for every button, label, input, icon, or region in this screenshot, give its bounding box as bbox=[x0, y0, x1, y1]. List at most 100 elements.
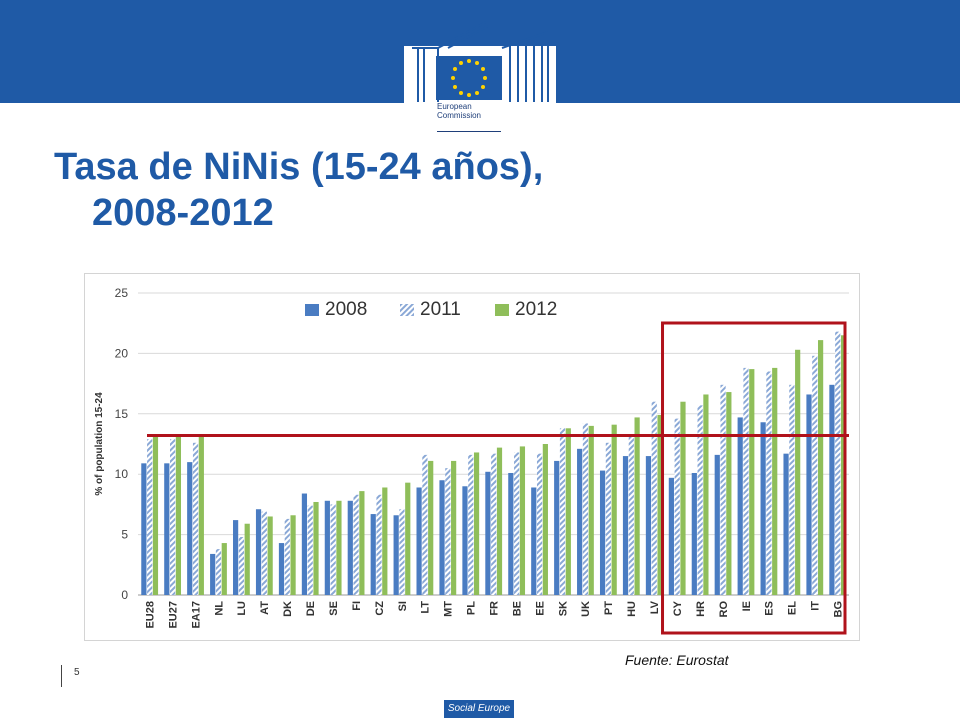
x-tick-label: PT bbox=[603, 601, 615, 615]
x-tick-label: MT bbox=[443, 601, 455, 617]
source-note: Fuente: Eurostat bbox=[625, 652, 729, 668]
bar-2008-ES bbox=[760, 422, 766, 595]
bar-2011-DE bbox=[307, 505, 313, 595]
bar-2012-PT bbox=[611, 424, 617, 595]
bar-2012-FI bbox=[359, 491, 365, 595]
bar-2012-LV bbox=[657, 415, 663, 595]
bar-2011-LT bbox=[422, 454, 428, 595]
bar-2011-AT bbox=[261, 511, 267, 595]
social-europe-badge: Social Europe bbox=[444, 700, 514, 718]
x-tick-label: LV bbox=[649, 600, 661, 614]
x-tick-label: SE bbox=[328, 601, 340, 616]
bar-2012-UK bbox=[588, 425, 594, 595]
y-axis-label: % of population 15-24 bbox=[94, 392, 105, 496]
x-tick-label: DE bbox=[305, 601, 317, 616]
bar-2008-DK bbox=[278, 543, 285, 595]
bar-2008-EL bbox=[783, 453, 789, 595]
bar-2012-DK bbox=[290, 515, 296, 595]
logo-underline bbox=[437, 131, 501, 132]
bar-2011-CZ bbox=[376, 494, 382, 595]
bar-2011-BE bbox=[514, 452, 520, 595]
bar-2008-LU bbox=[233, 520, 239, 595]
bar-2008-BE bbox=[508, 472, 514, 595]
x-tick-label: CY bbox=[672, 600, 684, 616]
page-title-line2: 2008-2012 bbox=[92, 192, 274, 234]
bar-2008-PT bbox=[599, 470, 606, 595]
bar-2008-EU28 bbox=[141, 463, 147, 595]
bar-2011-SE bbox=[330, 504, 336, 595]
x-tick-label: LU bbox=[236, 601, 248, 616]
bar-2011-IT bbox=[812, 355, 818, 595]
bar-2008-IE bbox=[737, 417, 743, 595]
legend-label-2012: 2012 bbox=[515, 299, 557, 320]
page-title: Tasa de NiNis (15-24 años), 2008-2012 bbox=[54, 144, 814, 236]
legend-swatch-2012 bbox=[495, 304, 509, 316]
x-tick-label: HU bbox=[626, 601, 638, 617]
bar-2011-SI bbox=[399, 509, 405, 595]
bar-2008-FI bbox=[347, 500, 353, 595]
bar-2008-EU27 bbox=[164, 463, 170, 595]
bar-2008-NL bbox=[210, 553, 216, 595]
bar-2011-EU27 bbox=[170, 439, 176, 595]
bar-2011-HR bbox=[697, 405, 703, 595]
x-tick-label: RO bbox=[718, 601, 730, 618]
x-tick-label: PL bbox=[466, 601, 478, 615]
bar-2011-PT bbox=[605, 442, 611, 595]
bar-2011-PL bbox=[468, 454, 474, 595]
highlight-box bbox=[661, 321, 847, 635]
bar-2011-FR bbox=[491, 453, 497, 595]
x-tick-label: CZ bbox=[374, 601, 386, 616]
bar-2012-MT bbox=[451, 460, 457, 595]
page-title-line1: Tasa de NiNis (15-24 años), bbox=[54, 146, 544, 188]
page-number: 5 bbox=[74, 667, 80, 678]
x-tick-label: HR bbox=[695, 601, 707, 617]
bar-2011-EE bbox=[536, 453, 543, 595]
page-divider bbox=[61, 665, 62, 687]
x-tick-label: NL bbox=[213, 601, 225, 616]
bar-2008-EE bbox=[531, 487, 537, 595]
bar-2008-DE bbox=[301, 493, 308, 595]
legend-label-2011: 2011 bbox=[420, 299, 461, 320]
bar-2008-HR bbox=[691, 472, 697, 595]
bar-2011-UK bbox=[582, 423, 589, 595]
bar-2012-FR bbox=[496, 447, 503, 595]
bar-2011-IE bbox=[743, 367, 749, 595]
bar-2008-BG bbox=[829, 384, 835, 595]
organization-name-line1: European bbox=[437, 102, 472, 111]
bar-2011-BG bbox=[835, 331, 841, 595]
y-tick-label: 5 bbox=[121, 528, 128, 542]
x-tick-label: EU27 bbox=[167, 601, 179, 629]
bar-2012-PL bbox=[473, 452, 480, 595]
x-tick-label: IE bbox=[741, 601, 753, 611]
european-commission-logo bbox=[398, 18, 564, 136]
bar-2012-SI bbox=[405, 482, 411, 595]
bar-2012-NL bbox=[221, 543, 227, 595]
bar-2012-CY bbox=[680, 401, 686, 595]
bar-2012-DE bbox=[313, 501, 319, 595]
bar-2012-LU bbox=[244, 523, 250, 595]
bar-2012-CZ bbox=[382, 487, 388, 595]
bar-2008-SK bbox=[554, 460, 560, 595]
bar-2012-LT bbox=[428, 460, 434, 595]
y-tick-label: 15 bbox=[115, 407, 129, 421]
x-tick-label: IT bbox=[810, 601, 822, 611]
bar-2012-EU27 bbox=[175, 436, 182, 595]
bar-2012-EE bbox=[542, 444, 548, 595]
x-tick-label: DK bbox=[282, 601, 294, 617]
bar-2012-SE bbox=[336, 500, 342, 595]
bar-2012-RO bbox=[726, 392, 732, 595]
x-tick-label: FR bbox=[489, 601, 501, 616]
bar-2012-IE bbox=[749, 369, 755, 595]
bar-2008-HU bbox=[622, 456, 629, 595]
bar-2008-SI bbox=[393, 515, 399, 595]
bar-2008-AT bbox=[255, 509, 262, 595]
bar-2008-FR bbox=[485, 471, 491, 595]
bar-2008-IT bbox=[806, 394, 812, 595]
x-tick-label: EU28 bbox=[144, 601, 156, 629]
x-tick-label: SI bbox=[397, 601, 409, 611]
organization-name: European Commission bbox=[437, 102, 507, 120]
bar-2011-HU bbox=[628, 435, 634, 595]
x-tick-label: SK bbox=[557, 601, 569, 616]
bar-2012-EA17 bbox=[198, 435, 204, 595]
y-tick-label: 20 bbox=[115, 346, 129, 360]
